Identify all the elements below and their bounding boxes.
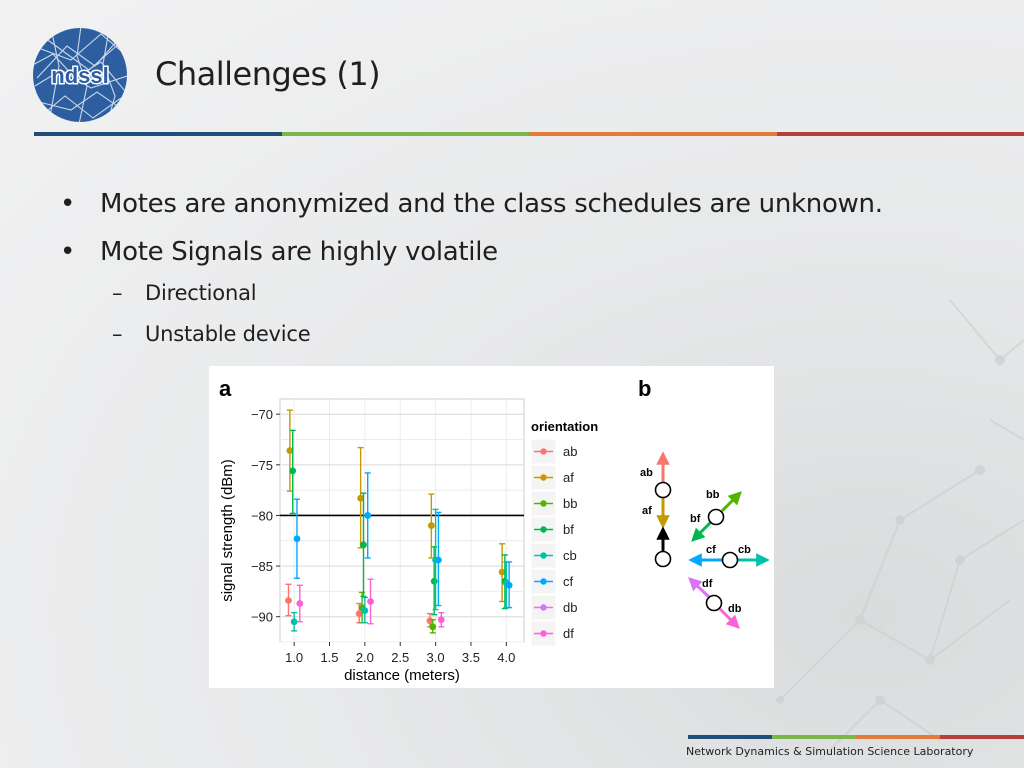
legend-label-cf: cf — [563, 574, 574, 589]
rule-segment-blue — [688, 735, 772, 739]
rule-segment-orange — [529, 132, 777, 136]
data-point-df — [437, 616, 445, 624]
data-point-cf — [435, 556, 442, 564]
data-point-af — [427, 522, 435, 529]
legend-label-bf: bf — [563, 522, 574, 537]
diagram-label-db: db — [728, 603, 742, 615]
diagram-label-bb: bb — [706, 489, 720, 501]
arrow-bb — [720, 491, 742, 513]
rule-segment-blue — [34, 132, 282, 136]
arrow-db — [718, 607, 740, 629]
data-point-cf — [293, 535, 301, 543]
diagram-label-bf: bf — [690, 513, 701, 525]
x-tick-label: 3.0 — [427, 650, 445, 665]
legend-label-db: db — [563, 600, 577, 615]
legend-dot-db — [540, 604, 547, 611]
logo-text: ndssl — [51, 63, 108, 88]
rule-segment-green — [772, 735, 856, 739]
y-tick-label: −90 — [251, 610, 273, 625]
legend-label-af: af — [563, 470, 574, 485]
footer-lab-name: Network Dynamics & Simulation Science La… — [686, 745, 974, 758]
x-tick-label: 4.0 — [497, 650, 515, 665]
diagram-label-cf: cf — [706, 544, 716, 556]
panel-label-b: b — [638, 376, 651, 401]
y-tick-label: −75 — [251, 458, 273, 473]
legend-dot-df — [540, 630, 547, 637]
data-point-ab — [285, 597, 292, 604]
x-tick-label: 1.5 — [320, 650, 338, 665]
y-axis-label: signal strength (dBm) — [219, 459, 236, 602]
orientation-diagram: b ab af bb bf cf cb df db — [638, 376, 770, 629]
legend-dot-ab — [540, 448, 547, 455]
ndssl-network-logo-icon: ndssl — [33, 28, 127, 122]
rule-segment-orange — [856, 735, 940, 739]
data-point-cb — [290, 618, 298, 626]
signal-strength-figure: a −70 −75 −80 −85 −90 1.0 1.5 2.0 2.5 3.0 3.5 4.0 di… — [209, 366, 774, 688]
legend-dot-af — [540, 474, 547, 481]
data-point-cb — [361, 607, 369, 615]
diagram-label-cb: cb — [738, 544, 751, 556]
legend-dot-cf — [540, 578, 547, 585]
legend-dot-bf — [540, 526, 547, 533]
bullet-list: Motes are anonymized and the class sched… — [60, 188, 990, 362]
mote-node — [721, 551, 739, 569]
x-tick-label: 2.5 — [391, 650, 409, 665]
data-point-bb — [429, 623, 437, 631]
panel-label-a: a — [219, 376, 232, 401]
y-tick-label: −85 — [251, 559, 273, 574]
sub-bullet-item: Unstable device — [60, 321, 990, 347]
mote-node — [707, 508, 725, 526]
data-point-df — [367, 598, 374, 605]
x-tick-label: 2.0 — [356, 650, 374, 665]
data-point-af — [286, 447, 294, 455]
legend-label-bb: bb — [563, 496, 577, 511]
title-divider — [34, 132, 1024, 136]
legend-title: orientation — [531, 419, 598, 434]
data-point-cf — [505, 581, 513, 589]
y-tick-label: −70 — [251, 407, 273, 422]
data-point-bf — [289, 467, 297, 475]
mote-node — [654, 550, 672, 568]
data-point-cf — [364, 512, 372, 519]
arrow-bf — [691, 520, 713, 542]
sub-bullet-item: Directional — [60, 280, 990, 306]
legend-dot-cb — [540, 552, 547, 559]
legend-label-df: df — [563, 626, 574, 641]
data-point-af — [357, 494, 365, 502]
rule-segment-red — [776, 132, 1024, 136]
footer-divider — [688, 735, 1024, 739]
data-point-df — [296, 600, 304, 607]
mote-node — [654, 481, 672, 499]
legend-label-cb: cb — [563, 548, 577, 563]
rule-segment-red — [940, 735, 1024, 739]
bullet-item: Mote Signals are highly volatile — [60, 236, 990, 268]
diagram-label-af: af — [642, 505, 652, 517]
arrow-df — [688, 577, 711, 599]
data-point-bf — [360, 541, 367, 549]
data-point-af — [498, 568, 506, 576]
legend-label-ab: ab — [563, 444, 577, 459]
data-point-ab — [355, 610, 363, 618]
signal-strength-chart: a −70 −75 −80 −85 −90 1.0 1.5 2.0 2.5 3.0 3.5 4.0 di… — [219, 376, 598, 684]
diagram-label-df: df — [702, 578, 713, 590]
page-title: Challenges (1) — [155, 55, 381, 93]
bullet-item: Motes are anonymized and the class sched… — [60, 188, 990, 220]
diagram-label-ab: ab — [640, 467, 653, 479]
y-tick-label: −80 — [251, 508, 273, 523]
x-tick-label: 1.0 — [285, 650, 303, 665]
mote-node — [705, 594, 723, 612]
x-tick-label: 3.5 — [462, 650, 480, 665]
legend-dot-bb — [540, 500, 547, 507]
rule-segment-green — [281, 132, 529, 136]
x-axis-label: distance (meters) — [344, 667, 460, 684]
